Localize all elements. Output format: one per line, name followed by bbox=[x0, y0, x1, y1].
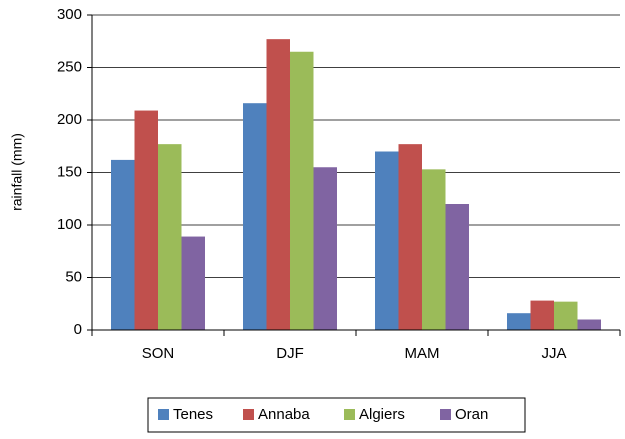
bar bbox=[375, 151, 399, 330]
y-tick-label: 200 bbox=[57, 111, 82, 128]
y-tick-label: 150 bbox=[57, 163, 82, 180]
x-tick-label: SON bbox=[142, 345, 175, 362]
bar bbox=[158, 144, 182, 330]
y-tick-label: 300 bbox=[57, 6, 82, 23]
bar bbox=[181, 236, 205, 330]
y-tick-label: 0 bbox=[74, 321, 82, 338]
bar bbox=[445, 204, 469, 330]
legend-swatch bbox=[158, 409, 169, 420]
bar bbox=[290, 51, 314, 330]
legend-label: Algiers bbox=[359, 406, 405, 423]
legend-swatch bbox=[243, 409, 254, 420]
legend-label: Tenes bbox=[173, 406, 213, 423]
bar bbox=[398, 144, 422, 330]
bar bbox=[507, 313, 531, 330]
bar bbox=[577, 319, 601, 330]
x-tick-label: JJA bbox=[541, 345, 566, 362]
legend-box bbox=[147, 397, 526, 433]
y-axis-label: rainfall (mm) bbox=[9, 133, 25, 211]
bar bbox=[134, 110, 158, 330]
bar bbox=[266, 39, 290, 331]
y-tick-label: 100 bbox=[57, 216, 82, 233]
y-tick-label: 250 bbox=[57, 58, 82, 75]
bar bbox=[313, 167, 337, 330]
legend-label: Annaba bbox=[258, 406, 310, 423]
bar bbox=[422, 169, 446, 330]
legend-swatch bbox=[344, 409, 355, 420]
bar bbox=[111, 159, 135, 330]
legend-swatch bbox=[440, 409, 451, 420]
bar bbox=[530, 300, 554, 330]
legend-label: Oran bbox=[455, 406, 488, 423]
y-tick-label: 50 bbox=[65, 268, 82, 285]
bar bbox=[554, 301, 578, 330]
x-tick-label: MAM bbox=[405, 345, 440, 362]
bar bbox=[243, 103, 267, 330]
x-tick-label: DJF bbox=[276, 345, 304, 362]
